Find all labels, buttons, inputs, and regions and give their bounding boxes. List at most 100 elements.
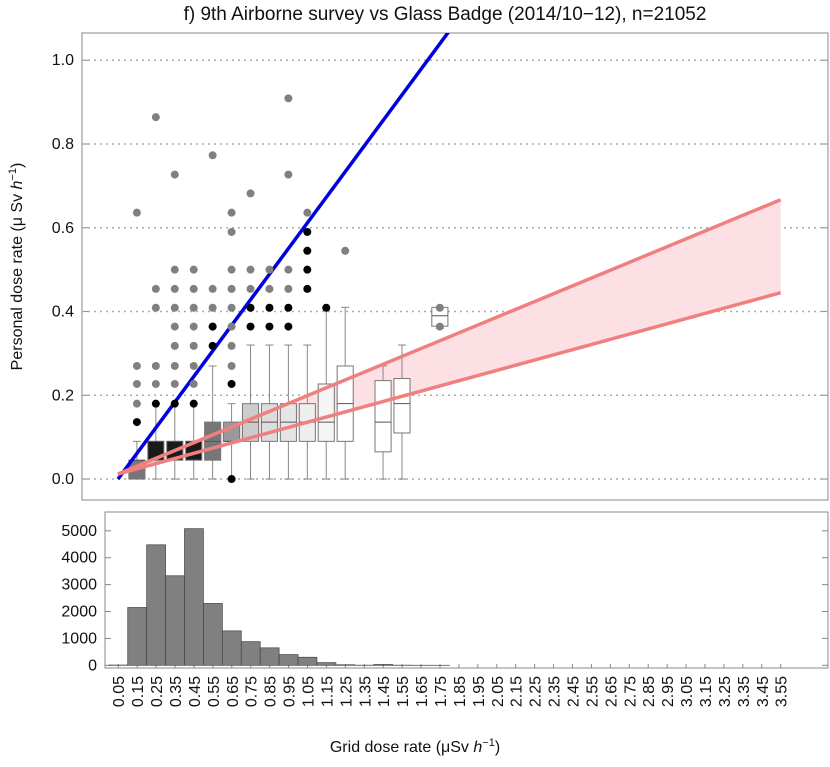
x-tick-label: 0.85 [263,676,280,707]
x-axis-title: Grid dose rate (μSv h−1) [330,737,500,756]
outlier-point [208,322,217,331]
outlier-point [170,379,179,388]
x-tick-label: 0.65 [225,676,242,707]
x-tick-label: 1.65 [414,676,431,707]
label-part: ) [495,739,500,756]
outlier-point [265,265,274,274]
x-tick-label: 3.45 [755,676,772,707]
x-tick-label: 2.25 [528,676,545,707]
label-part: Grid dose rate (μSv [330,739,474,756]
outlier-point [170,322,179,331]
outlier-point [303,284,312,293]
outlier-point [435,303,444,312]
outlier-point [170,284,179,293]
outlier-point [151,113,160,122]
x-tick-label: 1.35 [357,676,374,707]
y-tick-label: 0.6 [52,220,74,237]
x-tick-label: 0.15 [130,676,147,707]
x-tick-label: 1.95 [471,676,488,707]
outlier-point [284,170,293,179]
x-tick-label: 2.05 [490,676,507,707]
y-tick-label: 0.2 [52,387,74,404]
outlier-point [227,379,236,388]
outlier-point [284,94,293,103]
outlier-point [227,227,236,236]
label-part: ) [9,163,26,168]
outlier-point [151,303,160,312]
outlier-point [170,170,179,179]
y-tick-label: 2000 [61,604,97,621]
chart-title: f) 9th Airborne survey vs Glass Badge (2… [184,4,707,25]
outlier-point [189,303,198,312]
x-tick-label: 2.45 [565,676,582,707]
outlier-point [284,322,293,331]
label-part: −1 [482,737,495,749]
x-tick-label: 1.55 [395,676,412,707]
x-tick-label: 2.15 [509,676,526,707]
x-tick-label: 2.55 [584,676,601,707]
fit-line [117,198,782,476]
outlier-point [246,303,255,312]
outlier-point [265,303,274,312]
outlier-point [208,303,217,312]
y-tick-label: 5000 [61,523,97,540]
histogram-bar [278,654,299,666]
box [317,383,335,442]
x-tick-label: 2.35 [547,676,564,707]
outlier-point [151,284,160,293]
x-tick-label: 0.35 [168,676,185,707]
outlier-point [227,265,236,274]
outlier-point [227,322,236,331]
outlier-point [284,265,293,274]
outlier-point [322,303,331,312]
outlier-point [303,246,312,255]
outlier-point [208,284,217,293]
histogram-bar [221,630,242,666]
histogram-bar [240,641,261,666]
y-tick-label: 1.0 [52,52,74,69]
y-tick-label: 3000 [61,577,97,594]
outlier-point [303,227,312,236]
outlier-point [208,341,217,350]
outlier-point [284,284,293,293]
x-tick-label: 0.75 [244,676,261,707]
outlier-point [265,322,274,331]
x-tick-label: 3.25 [717,676,734,707]
outlier-point [132,208,141,217]
outlier-point [132,361,141,370]
x-tick-label: 0.25 [149,676,166,707]
x-tick-label: 3.55 [774,676,791,707]
plot-area [116,33,782,484]
outlier-point [170,265,179,274]
outlier-point [227,208,236,217]
outlier-point [208,151,217,160]
x-tick-label: 0.05 [111,676,128,707]
outlier-point [170,399,179,408]
outlier-point [151,361,160,370]
outlier-point [189,399,198,408]
x-tick-label: 2.75 [622,676,639,707]
outlier-point [132,418,141,427]
histogram-bar [259,647,280,666]
outlier-point [265,284,274,293]
outlier-point [189,379,198,388]
outlier-point [284,303,293,312]
x-tick-label: 1.85 [452,676,469,707]
outlier-point [170,303,179,312]
y-tick-label: 0.0 [52,471,74,488]
histogram-bar [146,544,166,666]
y-tick-label: 0.4 [52,304,74,321]
histogram-bar [335,664,356,666]
y-tick-label: 1000 [61,630,97,647]
outlier-point [132,399,141,408]
plot-frame [104,511,829,669]
histogram-bar [127,607,147,666]
outlier-point [189,265,198,274]
histogram-bar [316,662,337,666]
x-tick-label: 2.65 [603,676,620,707]
histogram-bar [373,664,394,666]
outlier-point [303,265,312,274]
outlier-point [189,284,198,293]
outlier-point [246,322,255,331]
y-axis-title: Personal dose rate (μ Sv h−1) [7,163,26,371]
